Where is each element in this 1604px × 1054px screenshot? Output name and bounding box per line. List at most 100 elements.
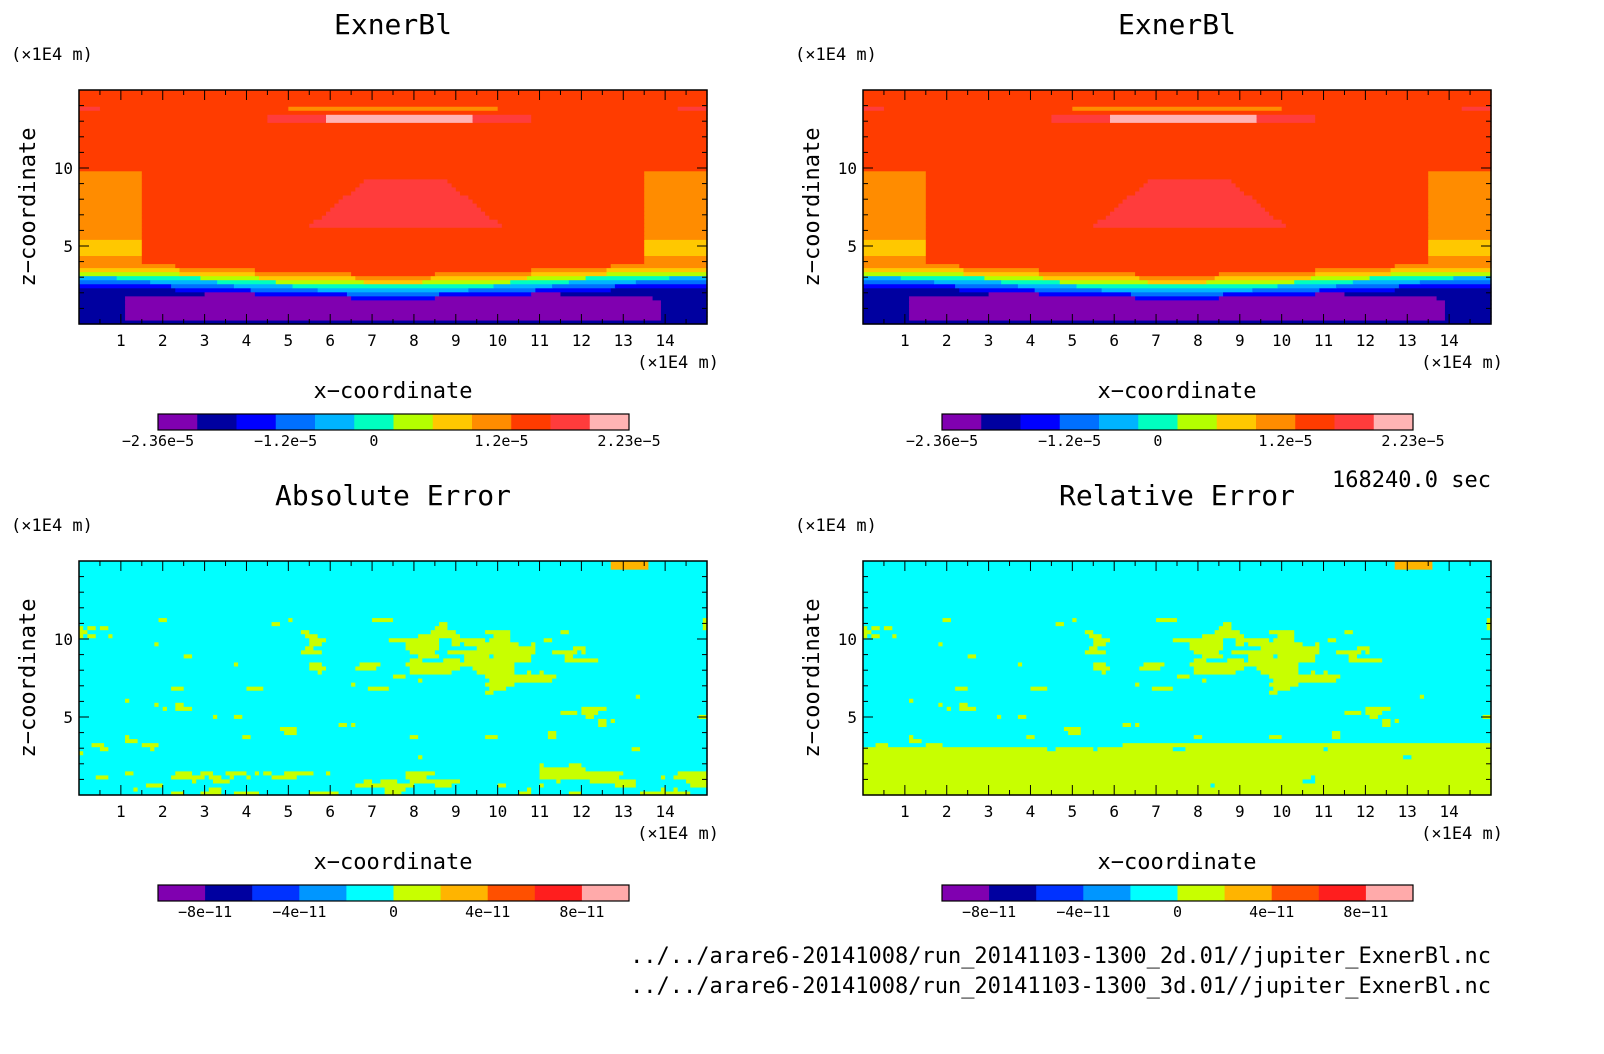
heatmap-cell bbox=[1428, 178, 1492, 184]
heatmap-cell bbox=[1344, 629, 1354, 635]
heatmap-cell bbox=[79, 311, 126, 317]
heatmap-cell bbox=[976, 653, 1203, 659]
heatmap-cell bbox=[497, 734, 549, 740]
heatmap-cell bbox=[183, 702, 708, 707]
heatmap-cell bbox=[863, 617, 944, 623]
heatmap-cell bbox=[1227, 657, 1245, 663]
heatmap-cell bbox=[217, 714, 235, 719]
heatmap-cell bbox=[1348, 657, 1383, 663]
heatmap-cell bbox=[942, 742, 1124, 748]
heatmap-cell bbox=[1118, 202, 1262, 208]
heatmap-cell bbox=[1223, 653, 1249, 659]
heatmap-cell bbox=[1243, 657, 1249, 663]
x-tick-label: 14 bbox=[1440, 331, 1459, 350]
heatmap-cell bbox=[573, 653, 708, 659]
heatmap-cell bbox=[976, 706, 1366, 711]
heatmap-cell bbox=[1101, 633, 1203, 639]
heatmap-cell bbox=[489, 637, 511, 643]
colorbar-label: 0 bbox=[1153, 432, 1162, 450]
heatmap-cell bbox=[863, 126, 1492, 131]
heatmap-cell bbox=[79, 694, 637, 699]
heatmap-cell bbox=[1428, 186, 1492, 192]
heatmap-cell bbox=[372, 778, 382, 784]
heatmap-cell bbox=[863, 742, 877, 748]
heatmap-cell bbox=[1281, 106, 1463, 111]
heatmap-cell bbox=[141, 182, 361, 188]
heatmap-cell bbox=[171, 686, 185, 691]
heatmap-cell bbox=[913, 734, 1027, 740]
heatmap-cell bbox=[531, 114, 708, 119]
heatmap-cell bbox=[501, 223, 645, 228]
x-tick-label: 5 bbox=[1068, 802, 1078, 821]
heatmap-cell bbox=[129, 698, 708, 703]
heatmap-cell bbox=[489, 686, 507, 691]
heatmap-cell bbox=[531, 271, 608, 277]
heatmap-cell bbox=[79, 637, 310, 643]
heatmap-cell bbox=[125, 698, 130, 703]
heatmap-cell bbox=[863, 613, 1492, 619]
colorbar-frame bbox=[941, 884, 1414, 902]
heatmap-cell bbox=[644, 239, 708, 244]
heatmap-cell bbox=[1172, 686, 1274, 691]
heatmap-cell bbox=[863, 758, 1492, 764]
heatmap-cell bbox=[1344, 291, 1492, 297]
heatmap-cell bbox=[925, 202, 1119, 208]
heatmap-cell bbox=[863, 678, 1203, 683]
heatmap-cell bbox=[510, 279, 570, 285]
heatmap-cell bbox=[1206, 279, 1295, 285]
heatmap-cell bbox=[1235, 641, 1245, 647]
heatmap-cell bbox=[610, 263, 708, 269]
x-axis-unit: (×1E4 m) bbox=[1421, 824, 1503, 844]
heatmap-cell bbox=[355, 782, 415, 788]
heatmap-cell bbox=[79, 653, 185, 659]
x-tick-label: 14 bbox=[656, 331, 675, 350]
heatmap-cell bbox=[355, 682, 486, 687]
heatmap-cell bbox=[510, 629, 562, 635]
heatmap-cell bbox=[133, 786, 139, 792]
heatmap-cell bbox=[677, 106, 708, 111]
heatmap-cell bbox=[1256, 118, 1316, 123]
colorbar-segment bbox=[1036, 885, 1084, 901]
heatmap-cell bbox=[863, 698, 910, 703]
heatmap-cell bbox=[879, 625, 885, 631]
heatmap-cell bbox=[1034, 734, 1195, 740]
heatmap-cell bbox=[321, 641, 407, 647]
heatmap-cell bbox=[259, 790, 310, 796]
colorbar-label: −2.36e−5 bbox=[906, 432, 978, 450]
heatmap-cell bbox=[568, 762, 582, 768]
heatmap-cell bbox=[1273, 637, 1295, 643]
heatmap-cell bbox=[934, 279, 1002, 285]
heatmap-cell bbox=[1210, 782, 1216, 788]
heatmap-cell bbox=[1193, 657, 1207, 663]
heatmap-cell bbox=[79, 782, 147, 788]
heatmap-cell bbox=[1214, 782, 1492, 788]
heatmap-cell bbox=[79, 170, 143, 176]
heatmap-cell bbox=[1193, 649, 1220, 655]
heatmap-cell bbox=[863, 601, 1492, 606]
heatmap-cell bbox=[1428, 243, 1492, 248]
heatmap-cell bbox=[108, 633, 114, 639]
heatmap-cell bbox=[909, 295, 1136, 301]
heatmap-cell bbox=[145, 782, 164, 788]
x-tick-label: 11 bbox=[1314, 331, 1333, 350]
heatmap-cell bbox=[79, 251, 143, 257]
heatmap-cell bbox=[1298, 665, 1492, 671]
heatmap-cell bbox=[644, 190, 708, 196]
heatmap-cell bbox=[568, 279, 637, 285]
heatmap-cell bbox=[909, 311, 1446, 317]
heatmap-cell bbox=[79, 734, 126, 740]
heatmap-cell bbox=[863, 762, 1492, 768]
heatmap-cell bbox=[896, 633, 1090, 639]
heatmap-cell bbox=[246, 770, 256, 776]
heatmap-cell bbox=[1298, 669, 1312, 675]
heatmap-cell bbox=[79, 690, 486, 695]
heatmap-cell bbox=[1331, 730, 1341, 736]
colorbar-label: −8e−11 bbox=[178, 903, 232, 921]
heatmap-cell bbox=[309, 661, 323, 667]
heatmap-cell bbox=[506, 782, 541, 788]
heatmap-cell bbox=[1323, 746, 1329, 752]
heatmap-cell bbox=[863, 645, 1090, 651]
x-tick-label: 10 bbox=[1272, 331, 1291, 350]
heatmap-cell bbox=[246, 686, 264, 691]
heatmap-cell bbox=[309, 665, 327, 671]
